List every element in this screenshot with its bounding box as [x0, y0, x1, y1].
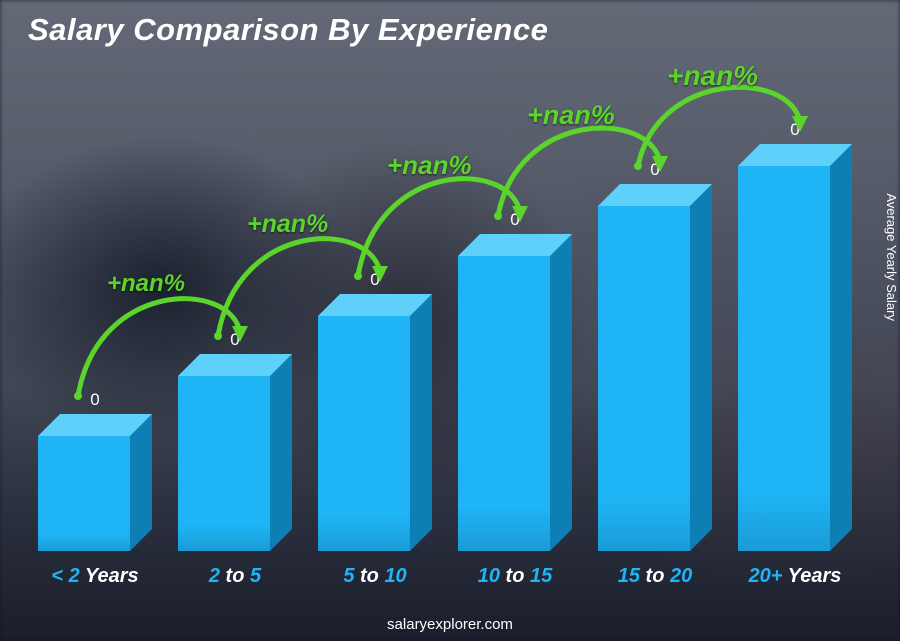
- chart-plot-area: 000000+nan%+nan%+nan%+nan%+nan%: [30, 120, 860, 551]
- x-axis-label: 20+ Years: [725, 565, 865, 588]
- x-axis-label: 5 to 10: [305, 565, 445, 588]
- x-axis-label: 2 to 5: [165, 565, 305, 588]
- delta-label: +nan%: [667, 60, 758, 92]
- x-axis-label: 15 to 20: [585, 565, 725, 588]
- chart-title: Salary Comparison By Experience: [28, 12, 548, 48]
- footer-attribution: salaryexplorer.com: [0, 616, 900, 633]
- x-axis-label: 10 to 15: [445, 565, 585, 588]
- x-axis-label: < 2 Years: [25, 565, 165, 588]
- y-axis-label: Average Yearly Salary: [885, 193, 900, 321]
- delta-arc: [30, 120, 860, 551]
